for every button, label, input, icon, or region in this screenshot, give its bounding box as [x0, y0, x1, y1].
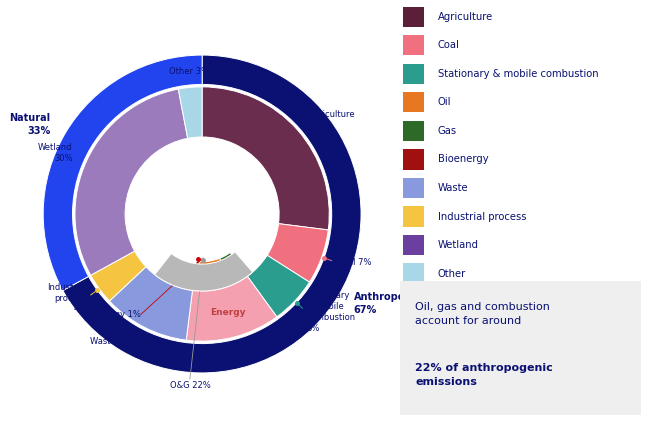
Text: Agriculture
27%: Agriculture 27%: [310, 110, 356, 129]
Wedge shape: [75, 89, 188, 275]
FancyBboxPatch shape: [403, 64, 424, 84]
Text: Gas
4%: Gas 4%: [224, 258, 239, 277]
Text: Agriculture: Agriculture: [438, 12, 493, 22]
FancyBboxPatch shape: [403, 178, 424, 198]
Text: Anthropogenic
67%: Anthropogenic 67%: [353, 292, 435, 315]
FancyBboxPatch shape: [403, 235, 424, 255]
FancyBboxPatch shape: [403, 149, 424, 169]
Wedge shape: [202, 87, 329, 230]
FancyBboxPatch shape: [403, 264, 424, 284]
FancyBboxPatch shape: [400, 281, 641, 415]
Text: Oil, gas and combustion
account for around: Oil, gas and combustion account for arou…: [415, 302, 550, 326]
Text: Oil: Oil: [438, 98, 451, 107]
Wedge shape: [178, 87, 202, 138]
Text: Coal 7%: Coal 7%: [336, 258, 371, 267]
Text: Industrial process: Industrial process: [438, 211, 526, 222]
Text: Oil 7%: Oil 7%: [198, 270, 226, 279]
Text: Coal: Coal: [438, 40, 460, 51]
Text: Waste 11%: Waste 11%: [91, 337, 137, 346]
Text: Waste: Waste: [438, 183, 469, 193]
FancyBboxPatch shape: [403, 121, 424, 141]
Wedge shape: [198, 259, 230, 288]
Text: Other: Other: [438, 268, 466, 279]
Wedge shape: [63, 55, 361, 373]
Text: Wetland: Wetland: [438, 240, 479, 250]
Wedge shape: [110, 267, 192, 340]
Text: Gas: Gas: [438, 126, 457, 136]
FancyBboxPatch shape: [403, 7, 424, 27]
Text: Energy: Energy: [210, 308, 245, 318]
Text: Natural
33%: Natural 33%: [10, 113, 51, 136]
Text: 22% of anthropogenic
emissions: 22% of anthropogenic emissions: [415, 363, 553, 387]
Wedge shape: [91, 251, 146, 301]
FancyBboxPatch shape: [403, 36, 424, 56]
Wedge shape: [186, 276, 277, 341]
Wedge shape: [193, 262, 199, 288]
Text: Stationary & mobile combustion: Stationary & mobile combustion: [438, 69, 599, 79]
Text: Bioenergy: Bioenergy: [438, 155, 488, 164]
Text: O&G 22%: O&G 22%: [170, 381, 210, 390]
Wedge shape: [220, 253, 246, 283]
Wedge shape: [267, 224, 328, 282]
Wedge shape: [155, 252, 252, 291]
FancyBboxPatch shape: [403, 92, 424, 113]
FancyBboxPatch shape: [403, 206, 424, 226]
Text: Industrial
process
4%: Industrial process 4%: [47, 283, 87, 313]
Text: Stationary
& mobile
combustion
6%: Stationary & mobile combustion 6%: [306, 291, 355, 333]
Wedge shape: [43, 55, 202, 291]
Text: Wetland
30%: Wetland 30%: [38, 143, 73, 163]
Text: Other 3%: Other 3%: [169, 67, 209, 76]
Text: Bioenergy 1%: Bioenergy 1%: [82, 310, 141, 319]
Wedge shape: [247, 255, 310, 317]
